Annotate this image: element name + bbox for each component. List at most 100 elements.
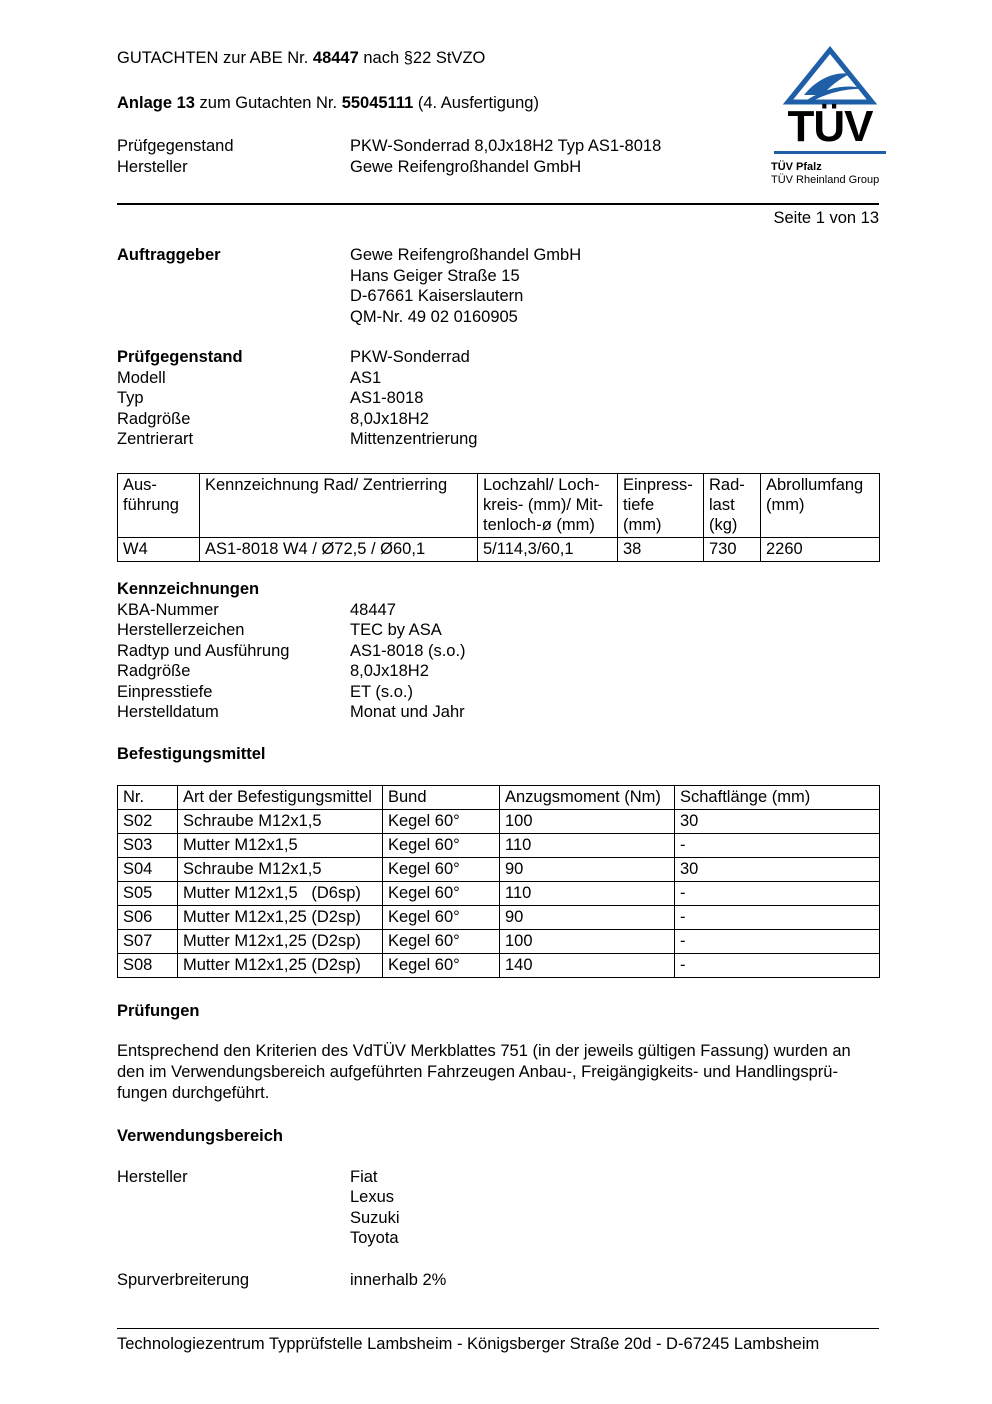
fastener-cell-schaftlaenge: 30: [674, 856, 880, 882]
kennzeichnung-key: Radgröße: [117, 662, 191, 680]
pruefgegenstand-key: Radgröße: [117, 409, 191, 428]
auftraggeber-line: QM-Nr. 49 02 0160905: [350, 307, 518, 326]
auftraggeber-line: Hans Geiger Straße 15: [350, 266, 520, 285]
auftraggeber-block: Auftraggeber Gewe Reifengroßhandel GmbH …: [117, 245, 879, 327]
kennzeichnung-value: 8,0Jx18H2: [350, 662, 429, 680]
verwendungsbereich-hersteller-list: Fiat Lexus Suzuki Toyota: [350, 1167, 879, 1249]
kennzeichnung-key: KBA-Nummer: [117, 600, 219, 619]
verwendungsbereich-hersteller-row: Hersteller Fiat Lexus Suzuki Toyota: [117, 1167, 879, 1249]
kennzeichnung-key: Radtyp und Ausführung: [117, 641, 290, 660]
list-item: Lexus: [350, 1188, 395, 1206]
table-header-row: Aus- führung Kennzeichnung Rad/ Zentrier…: [117, 472, 880, 538]
header-hersteller-value: Gewe Reifengroßhandel GmbH: [350, 157, 582, 176]
befestigungsmittel-title: Befestigungsmittel: [117, 744, 266, 763]
list-item: Suzuki: [350, 1208, 400, 1227]
header-hersteller-key: Hersteller: [117, 157, 188, 176]
fastener-cell-bund: Kegel 60°: [382, 952, 500, 978]
spurverbreiterung-key: Spurverbreiterung: [117, 1270, 250, 1289]
gutachten-prefix: GUTACHTEN zur ABE Nr.: [117, 49, 313, 67]
kennzeichnung-value: TEC by ASA: [350, 621, 442, 639]
fastener-cell-nr: S04: [117, 856, 178, 882]
fastener-cell-anzugsmoment: 140: [499, 952, 675, 978]
document-content: GUTACHTEN zur ABE Nr. 48447 nach §22 StV…: [117, 0, 880, 1290]
fastener-cell-nr: S02: [117, 808, 178, 834]
wheel-spec-table: Aus- führung Kennzeichnung Rad/ Zentrier…: [117, 472, 880, 562]
header-hersteller-row: Hersteller Gewe Reifengroßhandel GmbH: [117, 157, 879, 178]
fastener-cell-bund: Kegel 60°: [382, 832, 500, 858]
kennzeichnung-key: Herstelldatum: [117, 703, 219, 721]
pruefgegenstand-value: Mittenzentrierung: [350, 430, 478, 448]
kennzeichnung-row: Herstelldatum Monat und Jahr: [117, 702, 879, 723]
list-item: Fiat: [350, 1167, 378, 1186]
table-row: S03 Mutter M12x1,5 Kegel 60° 110 -: [117, 832, 880, 858]
table-row: S08 Mutter M12x1,25 (D2sp) Kegel 60° 140…: [117, 952, 880, 978]
kennzeichnung-value: Monat und Jahr: [350, 703, 465, 721]
tuv-subtitle: TÜV Pfalz TÜV Rheinland Group: [755, 161, 905, 187]
fastener-cell-anzugsmoment: 100: [499, 928, 675, 954]
fastener-cell-schaftlaenge: -: [674, 904, 880, 930]
kennzeichnung-row: KBA-Nummer 48447: [117, 600, 879, 621]
fastener-cell-bund: Kegel 60°: [382, 856, 500, 882]
auftraggeber-label: Auftraggeber: [117, 246, 221, 264]
header-subject-block: Prüfgegenstand PKW-Sonderrad 8,0Jx18H2 T…: [117, 136, 879, 177]
fastener-col-art: Art der Befestigungsmittel: [177, 784, 383, 810]
header-pruefgegenstand-row: Prüfgegenstand PKW-Sonderrad 8,0Jx18H2 T…: [117, 136, 879, 157]
fastener-cell-schaftlaenge: -: [674, 928, 880, 954]
fastener-cell-schaftlaenge: -: [674, 880, 880, 906]
pruefungen-paragraph: Entsprechend den Kriterien des VdTÜV Mer…: [117, 1041, 879, 1104]
pruefgegenstand-block: Prüfgegenstand PKW-Sonderrad Modell AS1 …: [117, 347, 879, 450]
pruefgegenstand-value: AS1: [350, 368, 382, 387]
kennzeichnung-key: Einpresstiefe: [117, 682, 213, 701]
spec-cell-einpresstiefe: 38: [617, 536, 704, 562]
fastener-cell-anzugsmoment: 110: [499, 832, 675, 858]
table-row: S02 Schraube M12x1,5 Kegel 60° 100 30: [117, 808, 880, 834]
kennzeichnung-key: Herstellerzeichen: [117, 621, 245, 639]
fastener-cell-anzugsmoment: 90: [499, 904, 675, 930]
fastener-cell-anzugsmoment: 110: [499, 880, 675, 906]
pruefgegenstand-row: Zentrierart Mittenzentrierung: [117, 429, 879, 450]
anlage-number: 55045111: [341, 94, 414, 112]
footer-divider: [117, 1328, 879, 1329]
auftraggeber-address: Gewe Reifengroßhandel GmbH Hans Geiger S…: [350, 245, 879, 327]
kennzeichnung-row: Radgröße 8,0Jx18H2: [117, 661, 879, 682]
pruefgegenstand-title-row: Prüfgegenstand PKW-Sonderrad: [117, 347, 879, 368]
tuv-subtitle-line1: TÜV Pfalz: [771, 161, 822, 173]
fastener-col-nr: Nr.: [117, 784, 178, 810]
fastener-col-anzugsmoment: Anzugsmoment (Nm): [499, 784, 675, 810]
verwendungsbereich-hersteller-key: Hersteller: [117, 1167, 188, 1186]
pruefgegenstand-key: Modell: [117, 368, 166, 387]
pruefgegenstand-row: Radgröße 8,0Jx18H2: [117, 409, 879, 430]
pruefgegenstand-key: Zentrierart: [117, 430, 194, 448]
spec-cell-ausfuehrung: W4: [117, 536, 200, 562]
tuv-triangle-swoosh-icon: [782, 46, 878, 105]
fastener-cell-bund: Kegel 60°: [382, 880, 500, 906]
fastener-cell-art: Schraube M12x1,5: [177, 856, 383, 882]
fastener-cell-schaftlaenge: -: [674, 832, 880, 858]
fastener-cell-art: Mutter M12x1,25 (D2sp): [177, 904, 383, 930]
footer-text: Technologiezentrum Typprüfstelle Lambshe…: [117, 1335, 820, 1353]
fastener-cell-nr: S05: [117, 880, 178, 906]
document-header: GUTACHTEN zur ABE Nr. 48447 nach §22 StV…: [117, 0, 879, 177]
fastener-cell-nr: S03: [117, 832, 178, 858]
gutachten-number: 48447: [312, 49, 359, 67]
anlage-line: Anlage 13 zum Gutachten Nr. 55045111 (4.…: [117, 93, 879, 114]
fastener-col-schaftlaenge: Schaftlänge (mm): [674, 784, 880, 810]
kennzeichnung-value: ET (s.o.): [350, 682, 413, 701]
kennzeichnungen-block: KBA-Nummer 48447 Herstellerzeichen TEC b…: [117, 600, 879, 723]
fastener-cell-bund: Kegel 60°: [382, 904, 500, 930]
fastener-cell-bund: Kegel 60°: [382, 808, 500, 834]
anlage-suffix: (4. Ausfertigung): [413, 94, 539, 112]
spec-cell-kennzeichnung: AS1-8018 W4 / Ø72,5 / Ø60,1: [199, 536, 478, 562]
fastener-table: Nr. Art der Befestigungsmittel Bund Anzu…: [117, 784, 880, 978]
spurverbreiterung-value: innerhalb 2%: [350, 1270, 447, 1289]
spec-cell-radlast: 730: [703, 536, 761, 562]
auftraggeber-line: D-67661 Kaiserslautern: [350, 287, 524, 305]
table-header-row: Nr. Art der Befestigungsmittel Bund Anzu…: [117, 784, 880, 810]
pruefgegenstand-row: Typ AS1-8018: [117, 388, 879, 409]
spec-cell-abrollumfang: 2260: [760, 536, 880, 562]
kennzeichnung-value: AS1-8018 (s.o.): [350, 641, 466, 660]
spec-col-radlast: Rad- last (kg): [703, 472, 761, 538]
pruefungen-line: Entsprechend den Kriterien des VdTÜV Mer…: [117, 1041, 851, 1060]
spec-cell-lochzahl: 5/114,3/60,1: [477, 536, 618, 562]
pruefgegenstand-row: Modell AS1: [117, 368, 879, 389]
